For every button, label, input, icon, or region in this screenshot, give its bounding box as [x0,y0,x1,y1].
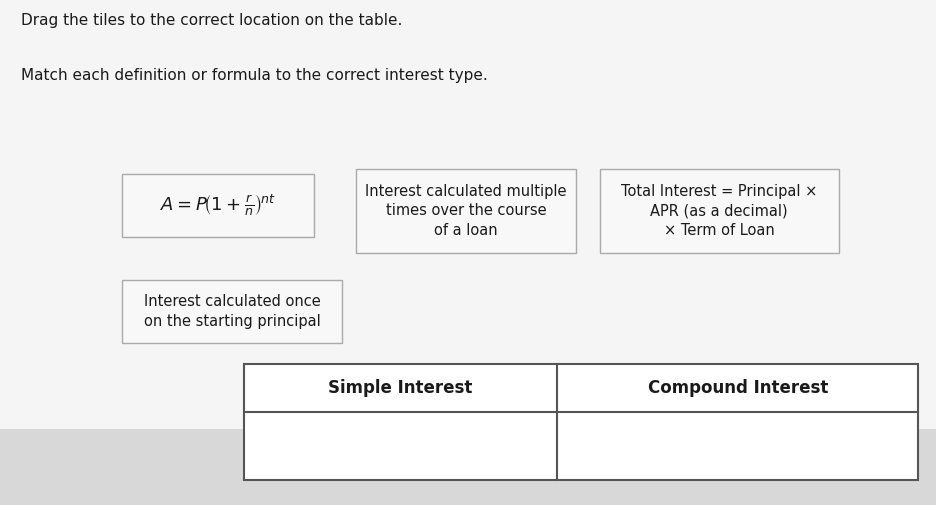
Text: Compound Interest: Compound Interest [647,379,827,397]
FancyBboxPatch shape [122,280,342,343]
Text: Simple Interest: Simple Interest [328,379,472,397]
FancyBboxPatch shape [243,364,917,480]
Text: Drag the tiles to the correct location on the table.: Drag the tiles to the correct location o… [21,13,402,28]
Text: Interest calculated multiple
times over the course
of a loan: Interest calculated multiple times over … [365,183,566,238]
FancyBboxPatch shape [599,169,838,252]
FancyBboxPatch shape [356,169,576,252]
Text: Interest calculated once
on the starting principal: Interest calculated once on the starting… [143,294,320,329]
FancyBboxPatch shape [0,0,936,429]
Text: Match each definition or formula to the correct interest type.: Match each definition or formula to the … [21,68,487,83]
Text: Total Interest = Principal ×
APR (as a decimal)
× Term of Loan: Total Interest = Principal × APR (as a d… [621,183,816,238]
Text: $A = P\!\left(1 + \frac{r}{n}\right)^{\!nt}$: $A = P\!\left(1 + \frac{r}{n}\right)^{\!… [160,193,275,218]
FancyBboxPatch shape [122,174,314,237]
